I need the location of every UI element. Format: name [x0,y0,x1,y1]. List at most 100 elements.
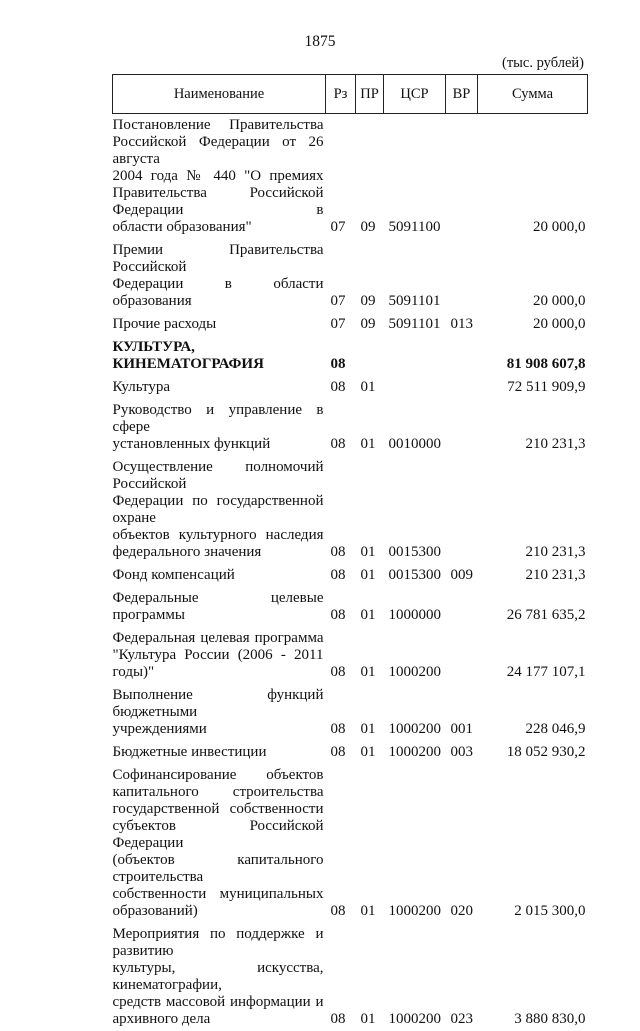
row-vr [446,239,478,313]
name-line: архивного дела [113,1011,324,1028]
name-line: субъектов Российской Федерации [113,818,324,852]
name-line: федерального значения [113,544,324,561]
row-pr: 01 [356,923,384,1031]
row-sum: 24 177 107,1 [478,627,588,684]
row-sum: 20 000,0 [478,114,588,240]
name-line: Софинансирование объектов [113,767,324,784]
row-vr [446,336,478,376]
row-rz: 08 [326,587,356,627]
row-vr: 009 [446,564,478,587]
row-csr: 1000200 [384,764,446,923]
name-line: культуры, искусства, кинематографии, [113,960,324,994]
header-rz: Рз [326,75,356,114]
row-csr [384,376,446,399]
row-rz: 08 [326,923,356,1031]
row-vr [446,587,478,627]
row-sum: 18 052 930,2 [478,741,588,764]
row-pr: 01 [356,456,384,564]
row-name: КУЛЬТУРА, КИНЕМАТОГРАФИЯ [113,336,326,376]
row-rz: 08 [326,336,356,376]
name-line: Прочие расходы [113,316,324,333]
name-line: Правительства Российской Федерации в [113,185,324,219]
row-pr: 01 [356,764,384,923]
row-name: Культура [113,376,326,399]
name-line: установленных функций [113,436,324,453]
name-line: образований) [113,903,324,920]
name-line: Постановление Правительства [113,117,324,134]
row-rz: 08 [326,456,356,564]
row-csr: 1000000 [384,587,446,627]
row-vr [446,627,478,684]
row-rz: 08 [326,627,356,684]
name-line: собственности муниципальных [113,886,324,903]
name-line: Федеральные целевые программы [113,590,324,624]
row-vr: 023 [446,923,478,1031]
row-name: Федеральная целевая программа"Культура Р… [113,627,326,684]
row-name: Бюджетные инвестиции [113,741,326,764]
header-sum: Сумма [478,75,588,114]
row-csr: 0015300 [384,456,446,564]
row-csr: 5091101 [384,239,446,313]
row-csr: 0010000 [384,399,446,456]
name-line: Выполнение функций бюджетными [113,687,324,721]
row-pr: 01 [356,399,384,456]
name-line: учреждениями [113,721,324,738]
name-line: 2004 года № 440 "О премиях [113,168,324,185]
row-vr: 013 [446,313,478,336]
row-csr: 1000200 [384,923,446,1031]
row-sum: 2 015 300,0 [478,764,588,923]
row-vr [446,399,478,456]
row-csr: 1000200 [384,684,446,741]
name-line: Федеральная целевая программа [113,630,324,647]
row-name: Прочие расходы [113,313,326,336]
units-label: (тыс. рублей) [502,55,584,72]
name-line: Фонд компенсаций [113,567,324,584]
row-pr: 01 [356,741,384,764]
row-sum: 228 046,9 [478,684,588,741]
row-pr: 01 [356,564,384,587]
name-line: Бюджетные инвестиции [113,744,324,761]
name-line: Российской Федерации от 26 августа [113,134,324,168]
row-name: Фонд компенсаций [113,564,326,587]
row-rz: 07 [326,313,356,336]
row-csr [384,336,446,376]
row-rz: 08 [326,376,356,399]
row-csr: 5091101 [384,313,446,336]
row-rz: 08 [326,741,356,764]
row-pr: 01 [356,684,384,741]
row-sum: 20 000,0 [478,239,588,313]
row-csr: 0015300 [384,564,446,587]
row-rz: 08 [326,399,356,456]
name-line: Федерации в области образования [113,276,324,310]
name-line: Федерации по государственной охране [113,493,324,527]
row-vr: 020 [446,764,478,923]
name-line: объектов культурного наследия [113,527,324,544]
row-sum: 210 231,3 [478,399,588,456]
row-sum: 72 511 909,9 [478,376,588,399]
name-line: Премии Правительства Российской [113,242,324,276]
row-csr: 1000200 [384,741,446,764]
row-sum: 81 908 607,8 [478,336,588,376]
name-line: Осуществление полномочий Российской [113,459,324,493]
name-line: "Культура России (2006 - 2011 годы)" [113,647,324,681]
header-vr: ВР [446,75,478,114]
row-sum: 210 231,3 [478,456,588,564]
name-line: Мероприятия по поддержке и развитию [113,926,324,960]
row-pr: 01 [356,376,384,399]
row-sum: 3 880 830,0 [478,923,588,1031]
row-vr: 001 [446,684,478,741]
name-line: капитального строительства [113,784,324,801]
row-vr [446,376,478,399]
